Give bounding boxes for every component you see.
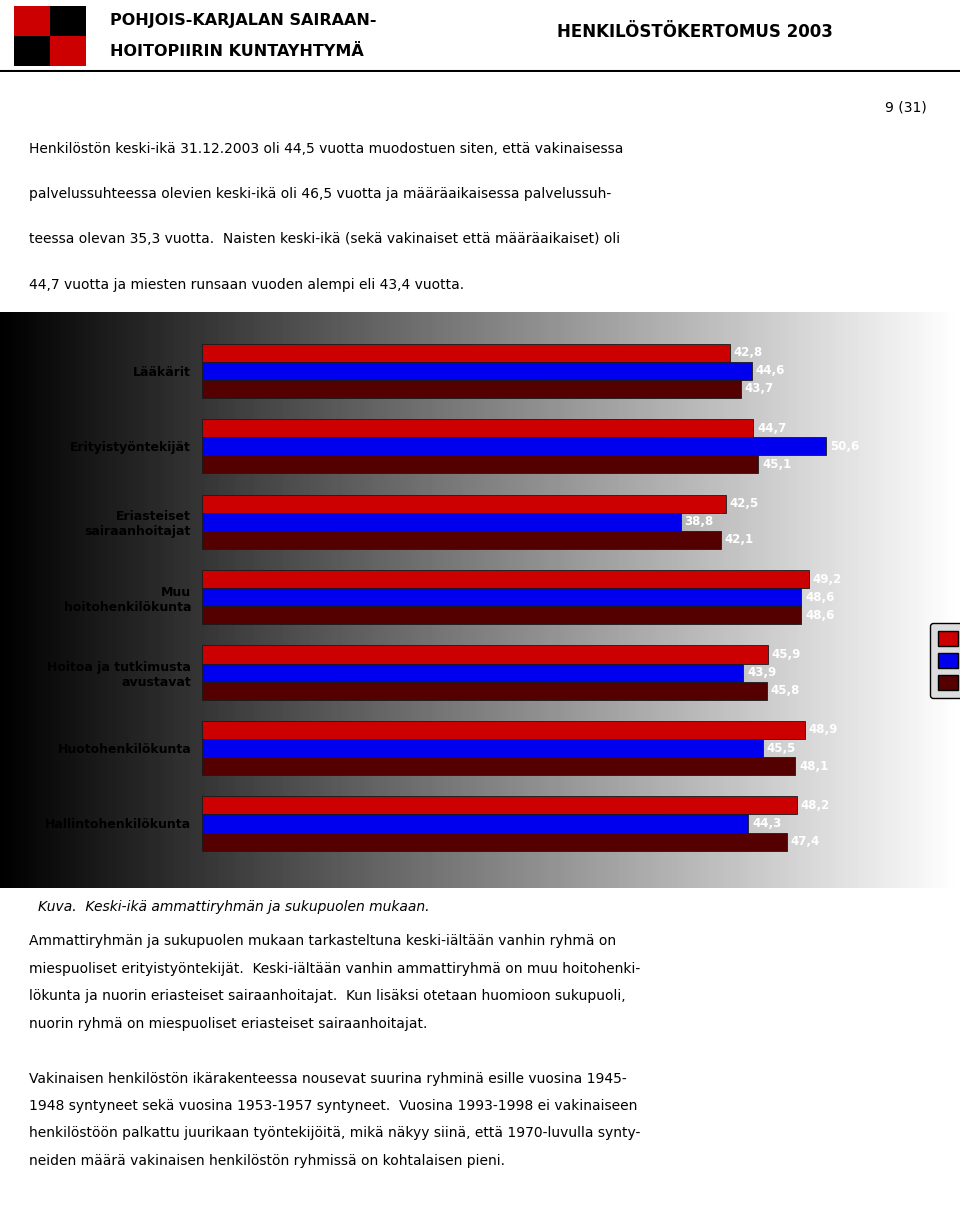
Text: 44,6: 44,6 — [756, 364, 785, 377]
Text: HENKILÖSTÖKERTOMUS 2003: HENKILÖSTÖKERTOMUS 2003 — [557, 23, 832, 41]
Text: 44,7: 44,7 — [757, 422, 786, 434]
Text: 45,8: 45,8 — [771, 684, 800, 697]
Text: 45,5: 45,5 — [767, 742, 796, 755]
Bar — [202, 362, 752, 380]
Bar — [202, 757, 795, 775]
Text: 42,5: 42,5 — [730, 497, 759, 510]
Bar — [202, 721, 805, 739]
Bar — [14, 6, 86, 66]
Bar — [202, 531, 721, 549]
Text: 48,2: 48,2 — [801, 798, 829, 812]
Text: lökunta ja nuorin eriasteiset sairaanhoitajat.  Kun lisäksi otetaan huomioon suk: lökunta ja nuorin eriasteiset sairaanhoi… — [29, 989, 625, 1003]
Text: Henkilöstön keski-ikä 31.12.2003 oli 44,5 vuotta muodostuen siten, että vakinais: Henkilöstön keski-ikä 31.12.2003 oli 44,… — [29, 142, 623, 156]
Text: 48,1: 48,1 — [799, 760, 828, 773]
Bar — [202, 437, 827, 456]
Bar — [202, 814, 749, 832]
Bar — [202, 645, 768, 663]
Text: 48,6: 48,6 — [805, 609, 834, 622]
Text: 47,4: 47,4 — [790, 835, 820, 848]
Bar — [202, 570, 809, 589]
Bar — [202, 380, 741, 398]
Bar — [202, 681, 767, 699]
Bar — [14, 6, 50, 36]
Bar — [202, 456, 758, 474]
Text: HOITOPIIRIN KUNTAYHTYMÄ: HOITOPIIRIN KUNTAYHTYMÄ — [110, 45, 364, 59]
Bar — [202, 344, 730, 362]
Bar — [202, 607, 802, 625]
Text: neiden määrä vakinaisen henkilöstön ryhmissä on kohtalaisen pieni.: neiden määrä vakinaisen henkilöstön ryhm… — [29, 1154, 505, 1167]
Text: 1948 syntyneet sekä vuosina 1953-1957 syntyneet.  Vuosina 1993-1998 ei vakinaise: 1948 syntyneet sekä vuosina 1953-1957 sy… — [29, 1099, 637, 1113]
Text: POHJOIS-KARJALAN SAIRAAN-: POHJOIS-KARJALAN SAIRAAN- — [110, 12, 377, 28]
Text: teessa olevan 35,3 vuotta.  Naisten keski-ikä (sekä vakinaiset että määräaikaise: teessa olevan 35,3 vuotta. Naisten keski… — [29, 233, 620, 246]
Bar — [202, 663, 743, 681]
Text: Vakinaisen henkilöstön ikärakenteessa nousevat suurina ryhminä esille vuosina 19: Vakinaisen henkilöstön ikärakenteessa no… — [29, 1072, 627, 1085]
Text: Ammattiryhmän ja sukupuolen mukaan tarkasteltuna keski-iältään vanhin ryhmä on: Ammattiryhmän ja sukupuolen mukaan tarka… — [29, 935, 616, 948]
Bar — [202, 739, 763, 757]
Text: 44,7 vuotta ja miesten runsaan vuoden alempi eli 43,4 vuotta.: 44,7 vuotta ja miesten runsaan vuoden al… — [29, 277, 464, 292]
Text: 48,9: 48,9 — [809, 724, 838, 737]
Text: miespuoliset erityistyöntekijät.  Keski-iältään vanhin ammattiryhmä on muu hoito: miespuoliset erityistyöntekijät. Keski-i… — [29, 962, 640, 976]
Bar — [202, 589, 802, 607]
Bar — [202, 494, 726, 513]
Bar — [202, 418, 754, 437]
Text: 9 (31): 9 (31) — [885, 101, 926, 115]
Text: 42,8: 42,8 — [733, 346, 763, 359]
Text: henkilöstöön palkattu juurikaan työntekijöitä, mikä näkyy siinä, että 1970-luvul: henkilöstöön palkattu juurikaan työnteki… — [29, 1126, 640, 1141]
Bar — [50, 36, 86, 66]
Text: 50,6: 50,6 — [829, 440, 859, 452]
Text: 45,9: 45,9 — [772, 648, 802, 661]
Text: 45,1: 45,1 — [762, 458, 791, 470]
Text: Kuva.  Keski-ikä ammattiryhmän ja sukupuolen mukaan.: Kuva. Keski-ikä ammattiryhmän ja sukupuo… — [38, 900, 430, 914]
Text: 43,7: 43,7 — [745, 382, 774, 396]
Text: palvelussuhteessa olevien keski-ikä oli 46,5 vuotta ja määräaikaisessa palveluss: palvelussuhteessa olevien keski-ikä oli … — [29, 187, 612, 201]
Text: nuorin ryhmä on miespuoliset eriasteiset sairaanhoitajat.: nuorin ryhmä on miespuoliset eriasteiset… — [29, 1017, 427, 1031]
Legend: Naiset, Miehet, Yhteensä: Naiset, Miehet, Yhteensä — [930, 624, 960, 697]
Bar — [202, 832, 786, 850]
Text: 44,3: 44,3 — [752, 816, 781, 830]
Text: 38,8: 38,8 — [684, 515, 713, 528]
Text: 42,1: 42,1 — [725, 533, 754, 546]
Text: 49,2: 49,2 — [812, 573, 842, 585]
Bar — [202, 513, 681, 531]
Text: 43,9: 43,9 — [747, 666, 777, 679]
Bar — [202, 796, 797, 814]
Text: 48,6: 48,6 — [805, 591, 834, 604]
